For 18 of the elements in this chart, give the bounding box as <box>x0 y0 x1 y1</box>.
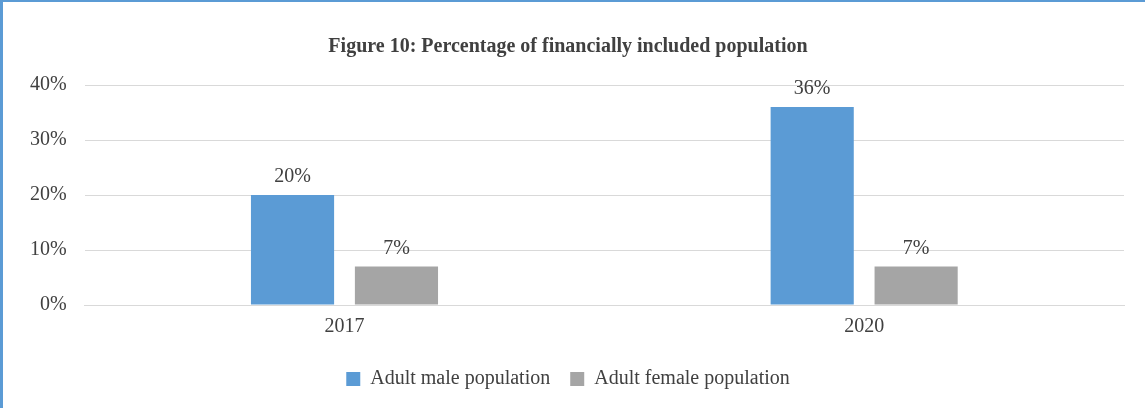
bar <box>250 195 335 305</box>
x-tick-label: 2017 <box>324 314 365 337</box>
data-label: 7% <box>383 235 410 258</box>
chart-title: Figure 10: Percentage of financially included population <box>328 34 808 58</box>
legend-label: Adult male population <box>370 366 551 390</box>
legend-label: Adult female population <box>594 366 790 390</box>
x-tick-label: 2020 <box>844 314 885 337</box>
y-tick-label: 30% <box>29 127 67 150</box>
y-tick-label: 40% <box>29 72 67 95</box>
y-tick-label: 10% <box>29 237 67 260</box>
bar <box>354 266 439 305</box>
data-label: 7% <box>902 235 930 258</box>
y-tick-label: 20% <box>29 182 67 205</box>
data-label: 20% <box>274 164 311 187</box>
bar <box>874 266 958 305</box>
y-tick-label: 0% <box>39 292 67 315</box>
bar <box>770 107 854 305</box>
data-label: 36% <box>793 76 831 99</box>
